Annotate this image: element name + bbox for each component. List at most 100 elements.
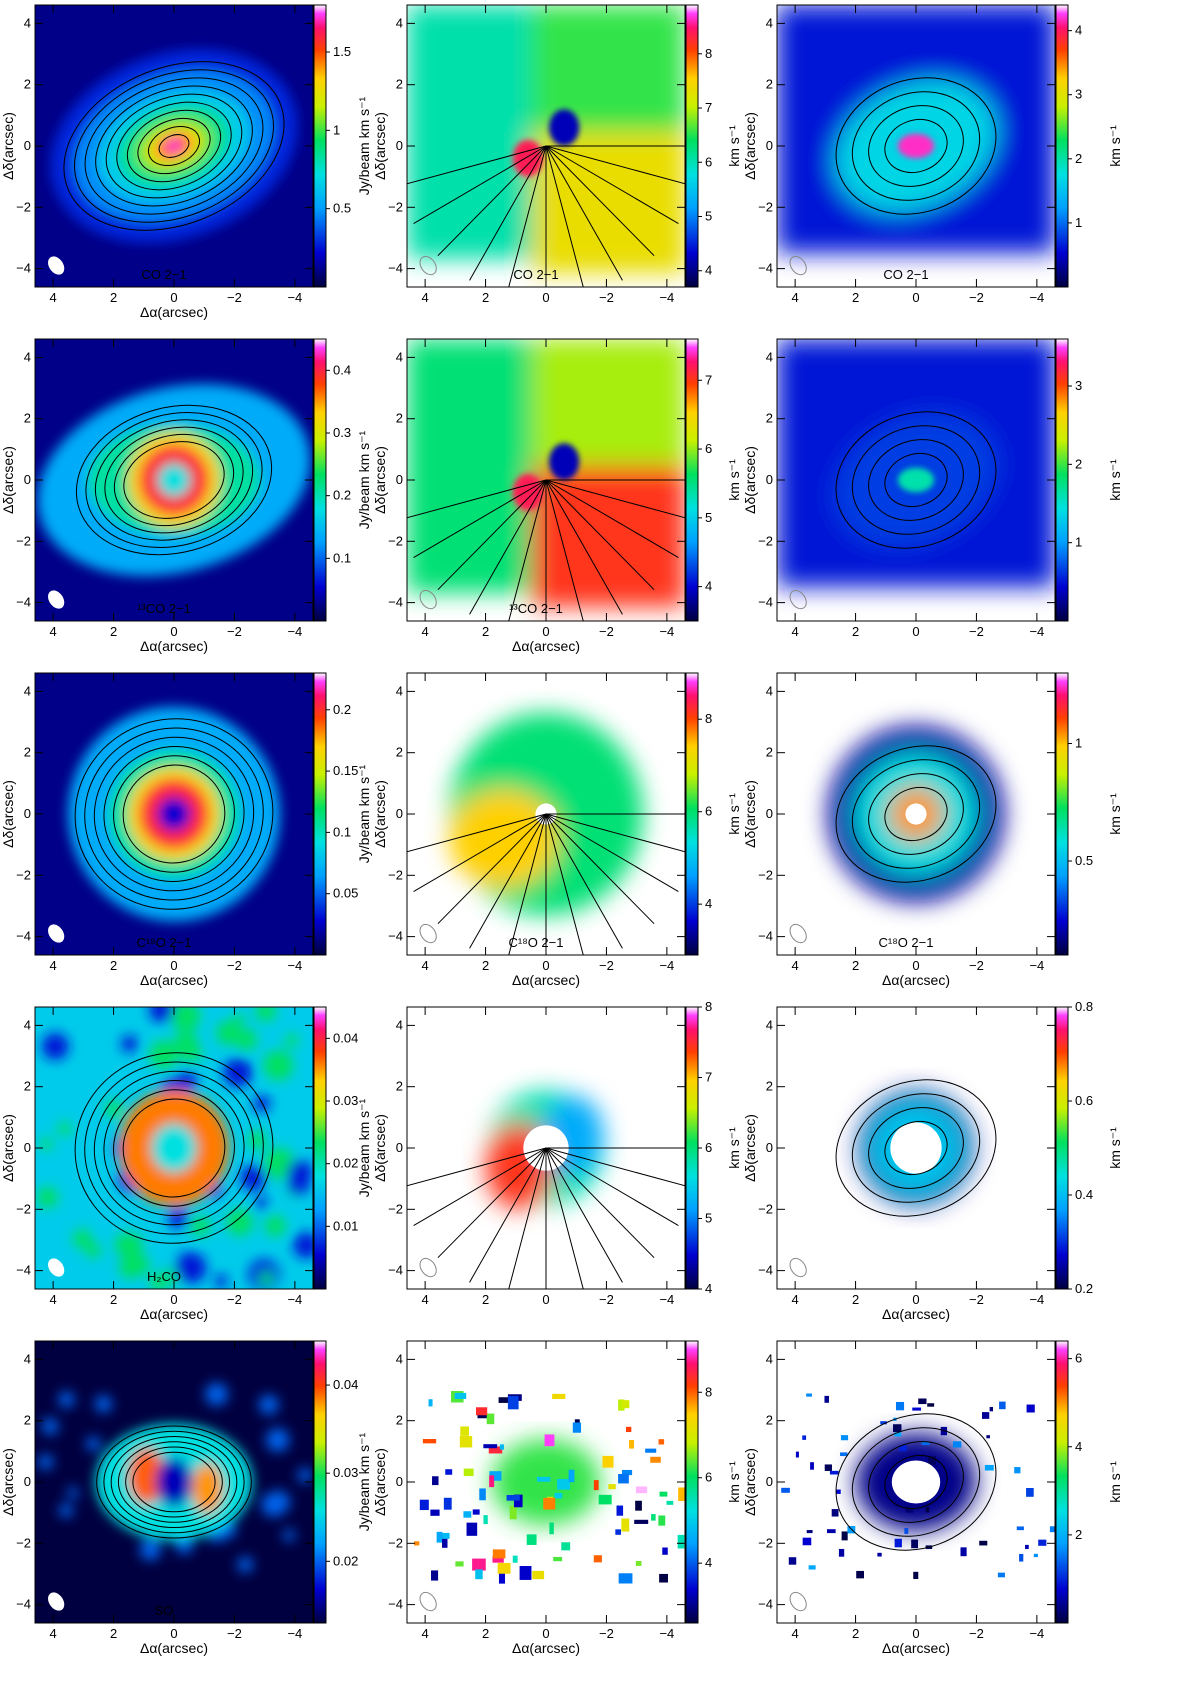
colorbar-tick-label: 0.02 bbox=[333, 1156, 358, 1171]
colorbar-tick-label: 0.1 bbox=[333, 550, 351, 565]
x-tick-label: 2 bbox=[482, 290, 489, 305]
colorbar-tick-label: 5 bbox=[705, 510, 712, 525]
beam-ellipse bbox=[789, 1591, 807, 1612]
map-image bbox=[35, 5, 313, 287]
y-tick-label: 4 bbox=[396, 1017, 403, 1032]
map-image bbox=[777, 1007, 1055, 1289]
panel-p-4-0: 4 4 2 2 0 0 −2 −2 −4 −4 Δα(arcsec) Δδ(arcsec) SO 0.02… bbox=[0, 1340, 358, 1656]
y-tick-label: −2 bbox=[758, 867, 773, 882]
y-tick-label: 2 bbox=[24, 1413, 31, 1428]
x-tick-label: −4 bbox=[1029, 624, 1044, 639]
colorbar-tick-label: 0.04 bbox=[333, 1377, 358, 1392]
y-axis-label: Δδ(arcsec) bbox=[742, 780, 758, 848]
y-tick-label: −2 bbox=[16, 199, 31, 214]
colorbar-tick-label: 6 bbox=[1075, 1351, 1082, 1366]
y-outer-label: km s⁻¹ bbox=[726, 1127, 742, 1169]
y-tick-label: −4 bbox=[16, 929, 31, 944]
colorbar-tick-label: 5 bbox=[705, 1211, 712, 1226]
x-axis-label: Δα(arcsec) bbox=[882, 1640, 950, 1656]
colorbar-tick-label: 0.8 bbox=[1075, 999, 1093, 1014]
colorbar-tick-label: 0.2 bbox=[333, 702, 351, 717]
colorbar-tick-label: 0.4 bbox=[1075, 1187, 1093, 1202]
x-tick-label: 0 bbox=[542, 958, 549, 973]
y-tick-label: −4 bbox=[388, 595, 403, 610]
y-tick-label: 2 bbox=[24, 1079, 31, 1094]
beam-ellipse bbox=[48, 256, 65, 275]
x-tick-label: 0 bbox=[912, 290, 919, 305]
colorbar-tick-label: 2 bbox=[1075, 456, 1082, 471]
x-tick-label: −2 bbox=[969, 1292, 984, 1307]
beam-ellipse bbox=[419, 589, 437, 610]
y-tick-label: 4 bbox=[396, 683, 403, 698]
x-tick-label: 4 bbox=[422, 624, 429, 639]
y-tick-label: −2 bbox=[758, 533, 773, 548]
colorbar bbox=[313, 338, 327, 622]
x-tick-label: 4 bbox=[50, 1292, 57, 1307]
colorbar bbox=[1055, 1340, 1069, 1624]
x-axis-label: Δα(arcsec) bbox=[512, 1640, 580, 1656]
panel-label: C¹⁸O 2−1 bbox=[137, 935, 192, 950]
x-tick-label: −4 bbox=[287, 624, 302, 639]
x-tick-label: −2 bbox=[599, 624, 614, 639]
panel-label: C¹⁸O 2−1 bbox=[879, 935, 934, 950]
x-tick-label: 4 bbox=[422, 1626, 429, 1641]
y-tick-label: −4 bbox=[758, 929, 773, 944]
colorbar-tick-label: 8 bbox=[705, 1384, 712, 1399]
y-tick-label: −2 bbox=[758, 1535, 773, 1550]
x-tick-label: −4 bbox=[659, 1292, 674, 1307]
colorbar-tick-label: 4 bbox=[705, 1555, 712, 1570]
colorbar-tick-label: 7 bbox=[705, 100, 712, 115]
colorbar-tick-label: 4 bbox=[1075, 1439, 1082, 1454]
x-axis-label: Δα(arcsec) bbox=[882, 972, 950, 988]
colorbar-label: km s⁻¹ bbox=[1107, 1461, 1123, 1503]
map-image bbox=[777, 1341, 1055, 1623]
y-tick-label: 4 bbox=[396, 1351, 403, 1366]
y-tick-label: −4 bbox=[388, 261, 403, 276]
x-tick-label: −2 bbox=[969, 290, 984, 305]
y-tick-label: 2 bbox=[24, 745, 31, 760]
colorbar-tick-label: 7 bbox=[705, 372, 712, 387]
y-tick-label: 0 bbox=[396, 806, 403, 821]
beam-ellipse bbox=[789, 255, 807, 276]
panel-label: SO bbox=[155, 1603, 174, 1618]
x-tick-label: 2 bbox=[852, 1292, 859, 1307]
colorbar-tick-label: 6 bbox=[705, 804, 712, 819]
y-tick-label: −4 bbox=[388, 929, 403, 944]
colorbar-tick-label: 0.3 bbox=[333, 425, 351, 440]
y-outer-label: Jy/beam km s⁻¹ bbox=[356, 96, 372, 195]
panel-label: ¹³CO 2−1 bbox=[509, 601, 563, 616]
y-axis-label: Δδ(arcsec) bbox=[742, 112, 758, 180]
y-outer-label: km s⁻¹ bbox=[726, 1461, 742, 1503]
y-tick-label: 4 bbox=[396, 15, 403, 30]
colorbar-label: km s⁻¹ bbox=[1107, 1127, 1123, 1169]
colorbar-tick-label: 1 bbox=[333, 122, 340, 137]
panel-label: H₂CO bbox=[147, 1269, 181, 1284]
x-tick-label: 2 bbox=[482, 958, 489, 973]
panel-p-4-1: 4 4 2 2 0 0 −2 −2 −4 −4 Δα(arcsec) Δδ(arcsec)Jy/bea… bbox=[356, 1340, 712, 1656]
x-tick-label: 2 bbox=[110, 958, 117, 973]
y-axis-label: Δδ(arcsec) bbox=[372, 780, 388, 848]
x-tick-label: 2 bbox=[482, 624, 489, 639]
y-outer-label: Jy/beam km s⁻¹ bbox=[356, 1098, 372, 1197]
panel-label: C¹⁸O 2−1 bbox=[509, 935, 564, 950]
y-axis-label: Δδ(arcsec) bbox=[372, 1448, 388, 1516]
y-tick-label: 0 bbox=[396, 1140, 403, 1155]
beam-ellipse bbox=[48, 590, 65, 609]
y-tick-label: 2 bbox=[766, 1413, 773, 1428]
beam-ellipse bbox=[48, 924, 65, 943]
colorbar-tick-label: 0.5 bbox=[333, 201, 351, 216]
y-tick-label: −4 bbox=[16, 1263, 31, 1278]
y-tick-label: 0 bbox=[24, 806, 31, 821]
x-tick-label: −2 bbox=[227, 1292, 242, 1307]
y-tick-label: 2 bbox=[766, 745, 773, 760]
x-tick-label: −4 bbox=[1029, 1626, 1044, 1641]
colorbar-label: km s⁻¹ bbox=[1107, 125, 1123, 167]
colorbar-tick-label: 8 bbox=[705, 46, 712, 61]
y-tick-label: −2 bbox=[16, 1535, 31, 1550]
colorbar-tick-label: 2 bbox=[1075, 151, 1082, 166]
x-axis-label: Δα(arcsec) bbox=[140, 1306, 208, 1322]
y-tick-label: 4 bbox=[766, 15, 773, 30]
colorbar-tick-label: 0.15 bbox=[333, 763, 358, 778]
